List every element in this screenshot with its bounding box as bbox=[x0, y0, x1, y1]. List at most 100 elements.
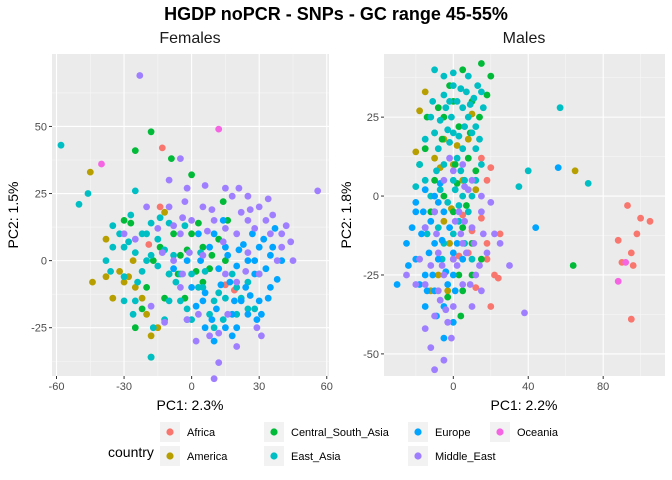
y-tick-label: 25 bbox=[35, 189, 47, 201]
x-tick-label: 0 bbox=[450, 381, 456, 393]
point-europe bbox=[440, 334, 448, 342]
point-middle-east bbox=[496, 240, 504, 247]
point-middle-east bbox=[457, 230, 465, 238]
point-middle-east bbox=[264, 195, 272, 203]
point-europe bbox=[244, 257, 252, 264]
point-east-asia bbox=[181, 222, 189, 230]
point-america bbox=[464, 135, 472, 143]
point-east-asia bbox=[84, 190, 92, 197]
point-middle-east bbox=[177, 230, 184, 238]
point-east-asia bbox=[474, 82, 482, 89]
point-central-south-asia bbox=[208, 251, 216, 259]
point-america bbox=[472, 186, 480, 194]
point-europe bbox=[405, 262, 412, 269]
point-east-asia bbox=[195, 284, 202, 291]
point-middle-east bbox=[451, 217, 459, 225]
point-middle-east bbox=[444, 318, 452, 326]
point-africa bbox=[156, 203, 164, 211]
point-middle-east bbox=[188, 217, 196, 224]
point-east-asia bbox=[440, 91, 448, 99]
legend-items: Africa America Central_South_Asia East_Asia… bbox=[160, 422, 559, 466]
point-east-asia bbox=[461, 123, 468, 130]
point-europe bbox=[199, 297, 207, 305]
point-oceania bbox=[622, 259, 630, 266]
point-europe bbox=[267, 284, 274, 291]
point-east-asia bbox=[233, 284, 241, 291]
point-middle-east bbox=[222, 270, 229, 278]
point-central-south-asia bbox=[177, 251, 184, 259]
point-middle-east bbox=[183, 184, 191, 192]
point-middle-east bbox=[255, 270, 263, 278]
point-east-asia bbox=[449, 176, 457, 184]
point-middle-east bbox=[431, 208, 438, 216]
point-europe bbox=[237, 297, 245, 305]
point-central-south-asia bbox=[421, 145, 429, 153]
point-middle-east bbox=[235, 184, 243, 192]
point-europe bbox=[440, 208, 448, 216]
point-middle-east bbox=[215, 359, 223, 366]
point-europe bbox=[431, 240, 438, 247]
point-oceania bbox=[614, 277, 622, 285]
y-axis-label-females: PC2: 1.5% bbox=[5, 182, 21, 249]
point-europe bbox=[425, 249, 433, 257]
point-middle-east bbox=[461, 217, 468, 225]
point-east-asia bbox=[228, 270, 236, 278]
point-central-south-asia bbox=[472, 167, 480, 175]
point-east-asia bbox=[472, 145, 480, 153]
point-america bbox=[102, 273, 110, 281]
legend-item-america: America bbox=[160, 446, 228, 466]
point-east-asia bbox=[222, 294, 229, 302]
point-middle-east bbox=[258, 332, 265, 340]
point-east-asia bbox=[449, 129, 457, 137]
point-europe bbox=[255, 243, 263, 251]
point-central-south-asia bbox=[195, 219, 202, 227]
legend-label: East_Asia bbox=[291, 451, 341, 463]
legend-item-middle-east: Middle_East bbox=[408, 446, 496, 466]
point-east-asia bbox=[412, 183, 420, 191]
point-east-asia bbox=[479, 104, 487, 112]
x-axis-label-females: PC1: 2.3% bbox=[157, 397, 224, 413]
point-east-asia bbox=[147, 219, 155, 227]
point-europe bbox=[264, 294, 272, 302]
point-america bbox=[89, 278, 96, 286]
point-europe bbox=[269, 243, 277, 251]
point-middle-east bbox=[436, 296, 444, 304]
point-middle-east bbox=[434, 287, 442, 295]
point-europe bbox=[253, 316, 261, 323]
point-middle-east bbox=[199, 251, 207, 259]
point-europe bbox=[210, 230, 218, 238]
point-middle-east bbox=[478, 208, 485, 216]
point-east-asia bbox=[131, 249, 139, 256]
point-east-asia bbox=[434, 145, 442, 153]
legend-item-central-south-asia: Central_South_Asia bbox=[264, 422, 390, 442]
point-central-south-asia bbox=[131, 147, 139, 155]
point-east-asia bbox=[463, 88, 470, 96]
point-east-asia bbox=[170, 251, 178, 259]
point-middle-east bbox=[158, 249, 166, 256]
point-middle-east bbox=[237, 208, 245, 216]
y-tick-label: 0 bbox=[373, 191, 379, 203]
legend-item-europe: Europe bbox=[408, 422, 470, 442]
point-central-south-asia bbox=[478, 60, 485, 67]
point-middle-east bbox=[120, 230, 128, 238]
x-tick-label: 60 bbox=[321, 381, 333, 393]
point-east-asia bbox=[431, 66, 438, 74]
point-east-asia bbox=[201, 268, 209, 275]
point-middle-east bbox=[448, 334, 455, 342]
point-middle-east bbox=[154, 225, 162, 232]
legend-label: Central_South_Asia bbox=[291, 427, 390, 439]
point-america bbox=[109, 294, 117, 302]
point-middle-east bbox=[177, 284, 184, 291]
point-america bbox=[453, 142, 461, 149]
point-america bbox=[446, 240, 453, 247]
point-europe bbox=[215, 265, 223, 273]
point-america bbox=[444, 287, 452, 295]
point-central-south-asia bbox=[143, 284, 151, 291]
point-east-asia bbox=[461, 176, 468, 184]
point-middle-east bbox=[233, 230, 241, 238]
point-europe bbox=[235, 246, 243, 254]
point-america bbox=[440, 217, 448, 225]
point-europe bbox=[240, 241, 247, 248]
point-central-south-asia bbox=[440, 192, 448, 200]
grid-females bbox=[52, 54, 329, 376]
